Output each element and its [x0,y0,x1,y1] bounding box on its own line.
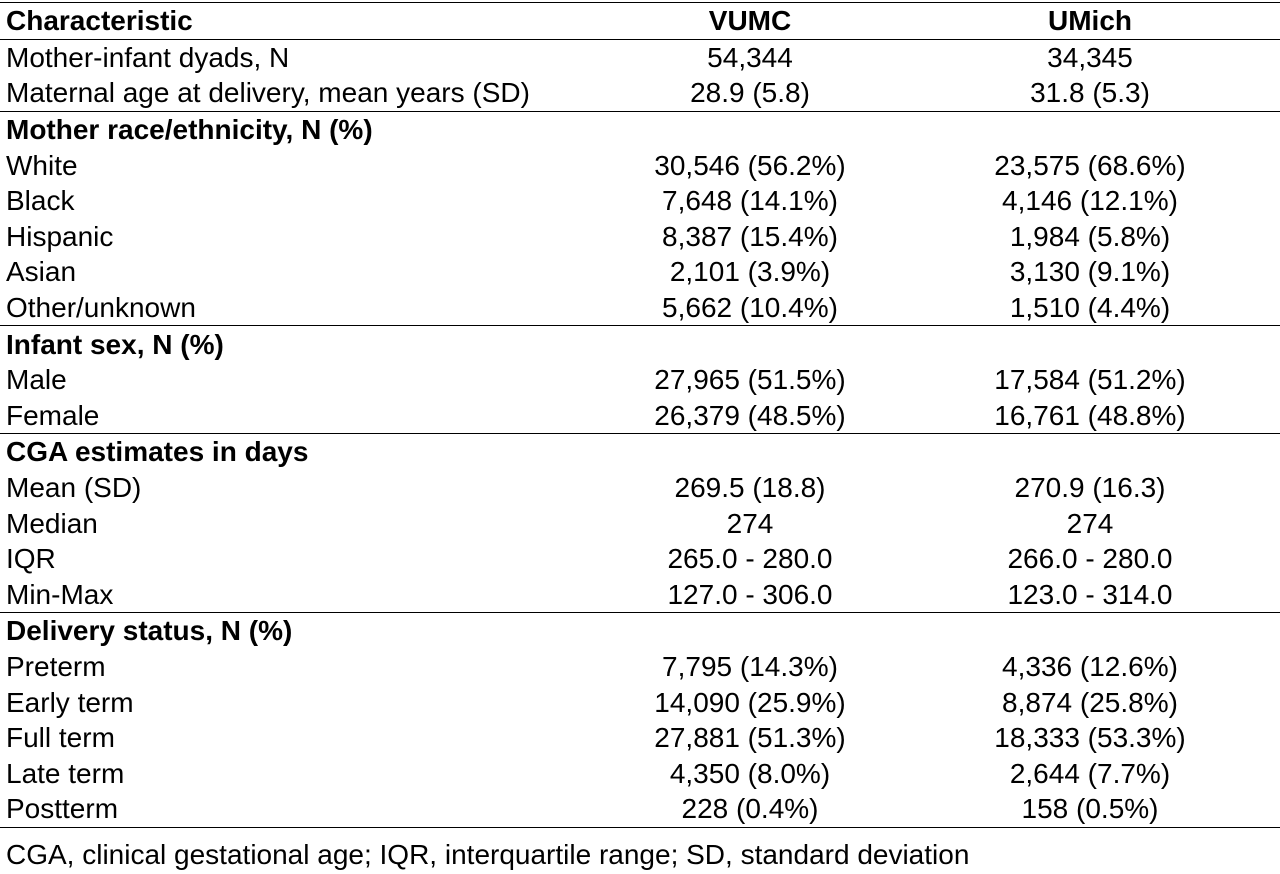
row-label: Preterm [6,650,106,682]
vumc-value: 7,795 (14.3%) [662,650,838,682]
row-label: Other/unknown [6,292,196,324]
row-label: Full term [6,722,115,754]
vumc-value: 127.0 - 306.0 [667,578,833,610]
header-umich: UMich [900,2,1280,40]
umich-value: 1,984 (5.8%) [1009,220,1171,252]
section-row: CGA estimates in days [0,433,1280,470]
row-label: Maternal age at delivery, mean years (SD… [6,77,530,109]
vumc-value: 228 (0.4%) [600,791,900,828]
row-label: Female [6,399,100,431]
section-heading: Infant sex, N (%) [0,325,1280,362]
table-row: Male 27,965 (51.5%) 17,584 (51.2%) [0,362,1280,398]
umich-value: 4,336 (12.6%) [1002,650,1178,682]
table-body: Mother-infant dyads, N 54,344 34,345 Matern… [0,39,1280,828]
table-row: Preterm 7,795 (14.3%) 4,336 (12.6%) [0,649,1280,685]
umich-value: 3,130 (9.1%) [1009,256,1171,288]
umich-value: 123.0 - 314.0 [1007,578,1173,610]
vumc-value: 26,379 (48.5%) [654,399,846,431]
table-row: White 30,546 (56.2%) 23,575 (68.6%) [0,147,1280,183]
umich-value: 8,874 (25.8%) [1002,686,1178,718]
vumc-value: 28.9 (5.8) [690,77,810,109]
vumc-value: 8,387 (15.4%) [662,220,838,252]
vumc-value: 30,546 (56.2%) [654,149,846,181]
table-row: Other/unknown 5,662 (10.4%) 1,510 (4.4%) [0,290,1280,326]
table-footnote: CGA, clinical gestational age; IQR, inte… [6,839,970,870]
vumc-value: 2,101 (3.9%) [669,256,831,288]
vumc-value: 27,881 (51.3%) [654,722,846,754]
vumc-value: 274 [726,507,774,539]
table-row: Black 7,648 (14.1%) 4,146 (12.1%) [0,183,1280,219]
umich-value: 4,146 (12.1%) [1002,185,1178,217]
section-row: Infant sex, N (%) [0,325,1280,362]
table-row: Maternal age at delivery, mean years (SD… [0,75,1280,111]
row-label: Black [6,185,75,217]
row-label: Late term [6,757,125,789]
umich-value: 17,584 (51.2%) [994,364,1186,396]
vumc-value: 14,090 (25.9%) [654,686,846,718]
table-row: IQR 265.0 - 280.0 266.0 - 280.0 [0,541,1280,577]
row-label: Male [6,364,67,396]
umich-value: 266.0 - 280.0 [1007,543,1173,575]
characteristics-table: Characteristic VUMC UMich Mother-infant … [0,2,1280,828]
umich-value: 31.8 (5.3) [1030,77,1150,109]
row-label: White [6,149,78,181]
row-label: Mean (SD) [6,472,142,504]
table-row: Asian 2,101 (3.9%) 3,130 (9.1%) [0,254,1280,290]
table-row: Late term 4,350 (8.0%) 2,644 (7.7%) [0,755,1280,791]
row-label: IQR [6,543,56,575]
umich-value: 270.9 (16.3) [1014,472,1166,504]
row-label: Hispanic [6,220,114,252]
row-label: Asian [6,256,77,288]
row-label: Median [6,507,98,539]
header-characteristic: Characteristic [0,2,600,40]
umich-value: 23,575 (68.6%) [994,149,1186,181]
vumc-value: 5,662 (10.4%) [662,292,838,324]
header-vumc: VUMC [600,2,900,40]
table-row: Mean (SD) 269.5 (18.8) 270.9 (16.3) [0,470,1280,506]
table-row: Mother-infant dyads, N 54,344 34,345 [0,39,1280,75]
table-row: Postterm 228 (0.4%) 158 (0.5%) [0,791,1280,828]
table-row: Female 26,379 (48.5%) 16,761 (48.8%) [0,398,1280,434]
section-row: Mother race/ethnicity, N (%) [0,110,1280,148]
section-heading: CGA estimates in days [0,433,1280,470]
umich-value: 34,345 [1047,41,1133,73]
vumc-value: 54,344 [707,41,793,73]
umich-value: 2,644 (7.7%) [1009,757,1171,789]
vumc-value: 265.0 - 280.0 [667,543,833,575]
umich-value: 18,333 (53.3%) [994,722,1186,754]
header-row: Characteristic VUMC UMich [0,2,1280,40]
section-heading: Mother race/ethnicity, N (%) [0,110,1280,148]
row-label: Min-Max [6,578,114,610]
section-row: Delivery status, N (%) [0,612,1280,649]
vumc-value: 269.5 (18.8) [674,472,826,504]
section-heading: Delivery status, N (%) [0,612,1280,649]
umich-value: 16,761 (48.8%) [994,399,1186,431]
row-label: Postterm [0,791,600,828]
vumc-value: 4,350 (8.0%) [669,757,831,789]
umich-value: 158 (0.5%) [900,791,1280,828]
vumc-value: 7,648 (14.1%) [662,185,838,217]
row-label: Early term [6,686,134,718]
vumc-value: 27,965 (51.5%) [654,364,846,396]
table-row: Hispanic 8,387 (15.4%) 1,984 (5.8%) [0,219,1280,255]
umich-value: 274 [1066,507,1114,539]
row-label: Mother-infant dyads, N [6,41,290,73]
table-row: Min-Max 127.0 - 306.0 123.0 - 314.0 [0,577,1280,613]
table-row: Full term 27,881 (51.3%) 18,333 (53.3%) [0,720,1280,756]
table-row: Early term 14,090 (25.9%) 8,874 (25.8%) [0,684,1280,720]
table-row: Median 274 274 [0,505,1280,541]
umich-value: 1,510 (4.4%) [1009,292,1171,324]
